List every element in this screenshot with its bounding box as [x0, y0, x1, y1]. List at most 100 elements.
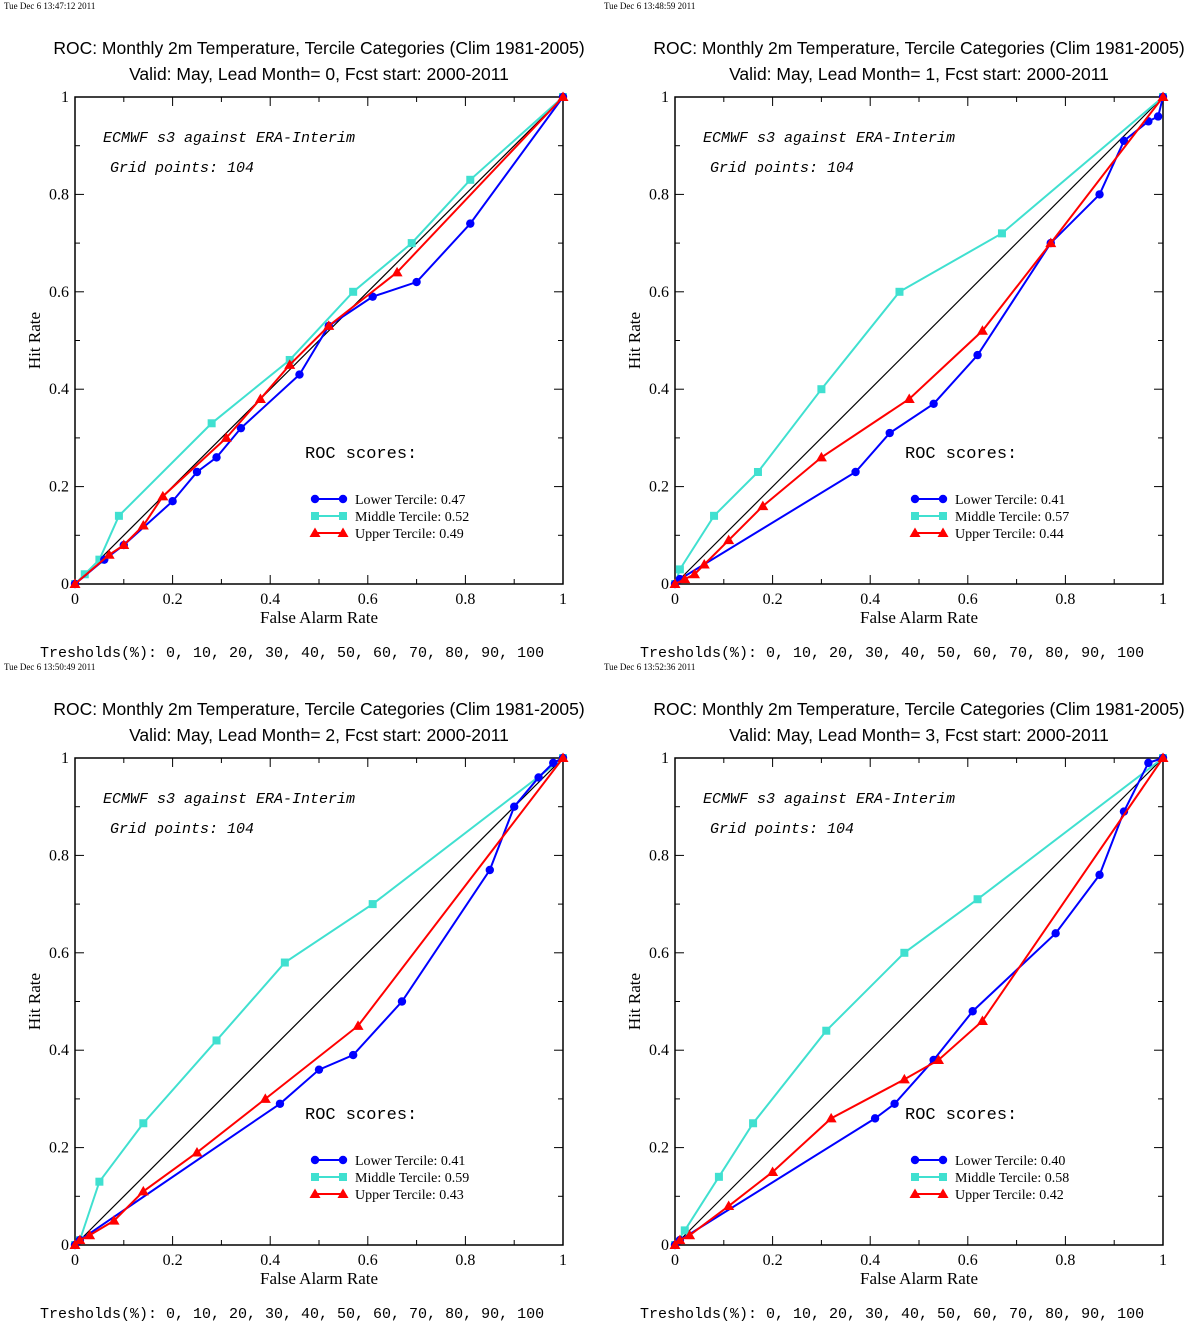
series-line-middle — [74, 757, 564, 1246]
data-point-upper — [669, 578, 681, 588]
legend-marker-upper — [337, 527, 349, 537]
legend-marker-lower — [910, 494, 920, 504]
legend-marker-upper — [909, 527, 921, 537]
data-point-lower — [295, 370, 304, 379]
data-point-upper — [284, 359, 296, 369]
legend-marker-middle — [339, 512, 347, 520]
y-tick-label: 0.2 — [49, 479, 69, 496]
data-point-upper — [108, 1215, 120, 1225]
y-tick-label: 0.4 — [649, 1042, 669, 1059]
y-tick-label: 0 — [661, 576, 669, 593]
data-point-lower — [1119, 136, 1129, 146]
data-point-lower — [1119, 807, 1129, 816]
x-tick-label: 0.4 — [860, 591, 880, 608]
chart-title: ROC: Monthly 2m Temperature, Tercile Cat… — [653, 38, 1184, 58]
roc-panel-lead-1: Tue Dec 6 13:48:59 2011 ROC: Monthly 2m T… — [600, 0, 1200, 661]
data-point-upper — [254, 393, 266, 403]
legend-label-upper: Upper Tercile: 0.49 — [355, 527, 464, 542]
data-point-lower — [929, 399, 938, 409]
data-point-upper — [1045, 237, 1057, 248]
data-point-upper — [157, 490, 169, 501]
legend-marker-lower — [338, 494, 348, 504]
data-point-lower — [412, 277, 421, 287]
data-point-middle — [280, 958, 289, 967]
roc-chart-svg: Tue Dec 6 13:52:36 2011 ROC: Monthly 2m T… — [604, 662, 1185, 1322]
grid-points-annotation: Grid points: 104 — [710, 160, 854, 177]
legend-label-lower: Lower Tercile: 0.47 — [355, 493, 465, 508]
x-tick-label: 1 — [559, 591, 567, 608]
data-point-upper — [903, 393, 915, 403]
x-tick-label: 0.8 — [455, 1252, 475, 1269]
chart-title: ROC: Monthly 2m Temperature, Tercile Cat… — [653, 699, 1184, 719]
series-upper-tercile — [669, 91, 1169, 588]
thresholds-note: Tresholds(%): 0, 10, 20, 30, 40, 50, 60,… — [40, 1306, 544, 1322]
y-tick-label: 0.8 — [649, 186, 669, 203]
data-point-middle — [368, 900, 377, 909]
roc-panel-lead-0: Tue Dec 6 13:47:12 2011 ROC: Monthly 2m T… — [0, 0, 600, 661]
data-point-lower — [212, 453, 221, 462]
legend-entry-middle: Middle Tercile: 0.58 — [911, 1171, 1069, 1186]
chart-subtitle: Valid: May, Lead Month= 2, Fcst start: 2… — [129, 725, 509, 745]
x-tick-label: 0.8 — [1055, 1252, 1075, 1269]
legend-entry-lower: Lower Tercile: 0.40 — [910, 1154, 1065, 1169]
data-point-lower — [466, 219, 475, 228]
data-point-upper — [669, 1239, 681, 1249]
legend-marker-upper — [309, 527, 321, 537]
legend-marker-middle — [911, 1173, 919, 1181]
data-point-middle — [817, 385, 826, 394]
legend-label-lower: Lower Tercile: 0.41 — [955, 493, 1065, 508]
series-upper-tercile — [669, 752, 1169, 1249]
legend-marker-lower — [910, 1155, 920, 1165]
x-tick-label: 0.2 — [763, 1252, 783, 1269]
x-tick-label: 0.6 — [358, 1252, 378, 1269]
legend-entry-lower: Lower Tercile: 0.41 — [910, 493, 1065, 508]
data-point-upper — [69, 1239, 81, 1249]
legend-marker-middle — [339, 1173, 347, 1181]
legend-entry-upper: Upper Tercile: 0.42 — [909, 1188, 1064, 1203]
data-point-upper — [84, 1229, 96, 1240]
x-tick-label: 0.6 — [958, 1252, 978, 1269]
data-point-middle — [900, 948, 909, 957]
y-axis-label: Hit Rate — [25, 312, 44, 369]
data-point-upper — [689, 568, 701, 579]
x-tick-label: 0.6 — [958, 591, 978, 608]
legend-marker-middle — [939, 512, 947, 520]
data-point-upper — [137, 520, 149, 530]
y-tick-label: 0.2 — [649, 479, 669, 496]
data-point-middle — [466, 175, 475, 184]
y-axis-label: Hit Rate — [625, 973, 644, 1030]
timestamp: Tue Dec 6 13:52:36 2011 — [604, 662, 695, 672]
legend-marker-middle — [939, 1173, 947, 1181]
timestamp: Tue Dec 6 13:47:12 2011 — [4, 1, 95, 11]
y-tick-label: 0.4 — [49, 381, 69, 398]
roc-scores-heading: ROC scores: — [905, 445, 1017, 464]
y-tick-label: 0.8 — [649, 847, 669, 864]
data-point-middle — [207, 419, 216, 428]
y-tick-label: 0 — [61, 576, 69, 593]
data-point-lower — [397, 997, 407, 1006]
data-point-lower — [885, 428, 894, 438]
legend-label-middle: Middle Tercile: 0.57 — [955, 510, 1069, 525]
legend-marker-middle — [311, 512, 319, 520]
x-tick-label: 0.2 — [763, 591, 783, 608]
x-tick-label: 0.4 — [260, 1252, 280, 1269]
y-tick-label: 0.4 — [649, 381, 669, 398]
grid-points-annotation: Grid points: 104 — [110, 160, 254, 177]
no-skill-diagonal — [74, 757, 564, 1246]
legend-marker-upper — [309, 1188, 321, 1198]
data-point-upper — [1157, 752, 1169, 762]
x-tick-label: 0 — [71, 1252, 79, 1269]
data-point-middle — [139, 1119, 148, 1128]
roc-panel-lead-2: Tue Dec 6 13:50:49 2011 ROC: Monthly 2m T… — [0, 661, 600, 1322]
data-point-upper — [103, 549, 115, 559]
data-point-middle — [895, 287, 904, 296]
data-point-upper — [757, 500, 769, 511]
model-annotation: ECMWF s3 against ERA-Interim — [103, 791, 355, 808]
legend-label-lower: Lower Tercile: 0.41 — [355, 1154, 465, 1169]
data-point-upper — [674, 1234, 686, 1245]
x-tick-label: 0.4 — [860, 1252, 880, 1269]
y-axis-label: Hit Rate — [25, 973, 44, 1030]
timestamp: Tue Dec 6 13:50:49 2011 — [4, 662, 95, 672]
legend-marker-lower — [338, 1155, 348, 1165]
data-point-middle — [114, 511, 123, 520]
